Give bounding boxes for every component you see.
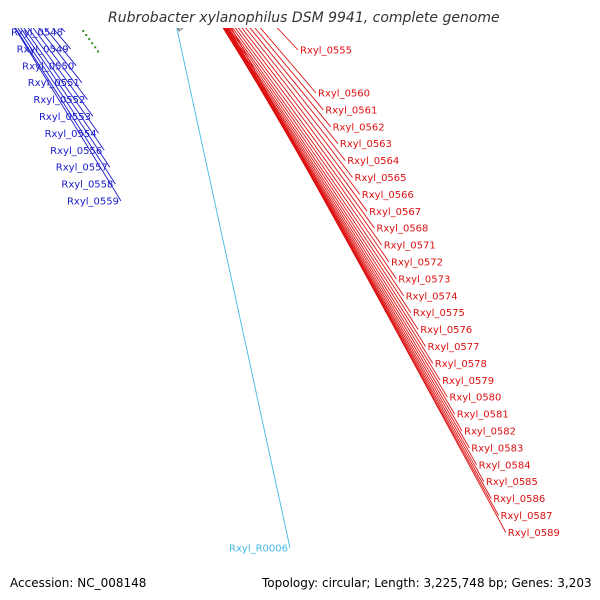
gene-label[interactable]: Rxyl_0589 [508, 528, 560, 539]
gene-label[interactable]: Rxyl_0581 [457, 410, 509, 421]
gene-label[interactable]: Rxyl_0564 [347, 156, 399, 167]
label-leader-line [213, 0, 361, 195]
ring-dot [91, 42, 94, 45]
gene-label[interactable]: Rxyl_0562 [333, 122, 385, 133]
label-leader-line [211, 0, 492, 499]
gene-label[interactable]: Rxyl_0550 [22, 61, 74, 72]
gene-label[interactable]: Rxyl_0579 [442, 376, 494, 387]
gene-label[interactable]: Rxyl_R0006 [229, 544, 288, 555]
gene-label[interactable]: Rxyl_0573 [398, 274, 450, 285]
gene-label[interactable]: Rxyl_0554 [45, 129, 97, 140]
label-leader-line [219, 0, 346, 161]
gene-label[interactable]: Rxyl_0568 [376, 224, 428, 235]
label-leader-line [231, 0, 324, 111]
gene-label[interactable]: Rxyl_0580 [449, 393, 501, 404]
label-leader-line [209, 0, 375, 229]
gene-label[interactable]: Rxyl_0567 [369, 207, 421, 218]
label-leader-line [0, 2, 122, 202]
gene-label[interactable]: Rxyl_0552 [33, 95, 85, 106]
label-leader-line [7, 0, 94, 117]
gene-label[interactable]: Rxyl_0584 [479, 460, 531, 471]
gene-label[interactable]: Rxyl_0571 [384, 241, 436, 252]
ring-dot [85, 34, 88, 36]
label-leader-line [16, 0, 83, 83]
label-leader-line [1, 0, 105, 151]
map-title: Rubrobacter xylanophilus DSM 9941, compl… [108, 10, 500, 26]
gene-label[interactable]: Rxyl_0558 [61, 180, 113, 191]
ring-dot [97, 50, 100, 53]
gene-label[interactable]: Rxyl_0585 [486, 477, 538, 488]
gene-label[interactable]: Rxyl_0586 [493, 494, 545, 505]
gene-label[interactable]: Rxyl_0574 [406, 291, 458, 302]
label-leader-line [226, 0, 331, 128]
ring-dot [82, 30, 85, 32]
label-leader-line [208, 0, 383, 246]
gene-label[interactable]: Rxyl_0553 [39, 112, 91, 123]
gene-label[interactable]: Rxyl_0575 [413, 308, 465, 319]
gene-label[interactable]: Rxyl_0572 [391, 258, 443, 269]
gene-label[interactable]: Rxyl_0576 [420, 325, 472, 336]
label-leader-line [222, 0, 339, 144]
label-leader-line [211, 0, 368, 212]
gene-label[interactable]: Rxyl_0549 [17, 44, 69, 55]
gene-label[interactable]: Rxyl_0563 [340, 139, 392, 150]
gene-label[interactable]: Rxyl_0587 [501, 511, 553, 522]
label-leader-line [215, 0, 507, 533]
gene-label[interactable]: Rxyl_0565 [355, 173, 407, 184]
label-leader-line [0, 3, 116, 185]
gene-label[interactable]: Rxyl_0557 [56, 163, 108, 174]
label-leader-line [0, 0, 111, 168]
gene-label[interactable]: Rxyl_0582 [464, 427, 516, 438]
accession-text: Accession: NC_008148 [10, 576, 146, 590]
gene-label[interactable]: Rxyl_0583 [471, 443, 523, 454]
gene-label[interactable]: Rxyl_0577 [428, 342, 480, 353]
ring-dot [94, 46, 97, 49]
ring-dot [88, 38, 91, 41]
gene-label[interactable]: Rxyl_0559 [67, 197, 119, 208]
label-leader-line [11, 0, 88, 100]
label-leader-line [3, 0, 99, 134]
gene-labels: Rxyl_0548 Rxyl_0549 Rxyl_0550 Rxyl_0551 Rxyl… [11, 28, 560, 555]
label-leader-line [216, 0, 353, 178]
label-leader-line [213, 0, 499, 516]
gene-label[interactable]: Rxyl_0566 [362, 190, 414, 201]
gene-label[interactable]: Rxyl_0551 [28, 78, 80, 89]
gene-label[interactable]: Rxyl_0556 [50, 146, 102, 157]
gene-label[interactable]: Rxyl_0548 [11, 28, 63, 39]
footer-backdrop [0, 572, 600, 600]
gene-label[interactable]: Rxyl_0555 [300, 46, 352, 57]
gene-label[interactable]: Rxyl_0561 [325, 105, 377, 116]
genome-summary-text: Topology: circular; Length: 3,225,748 bp… [261, 576, 592, 590]
gene-label[interactable]: Rxyl_0578 [435, 359, 487, 370]
gene-label[interactable]: Rxyl_0560 [318, 89, 370, 100]
title-backdrop [0, 0, 600, 28]
